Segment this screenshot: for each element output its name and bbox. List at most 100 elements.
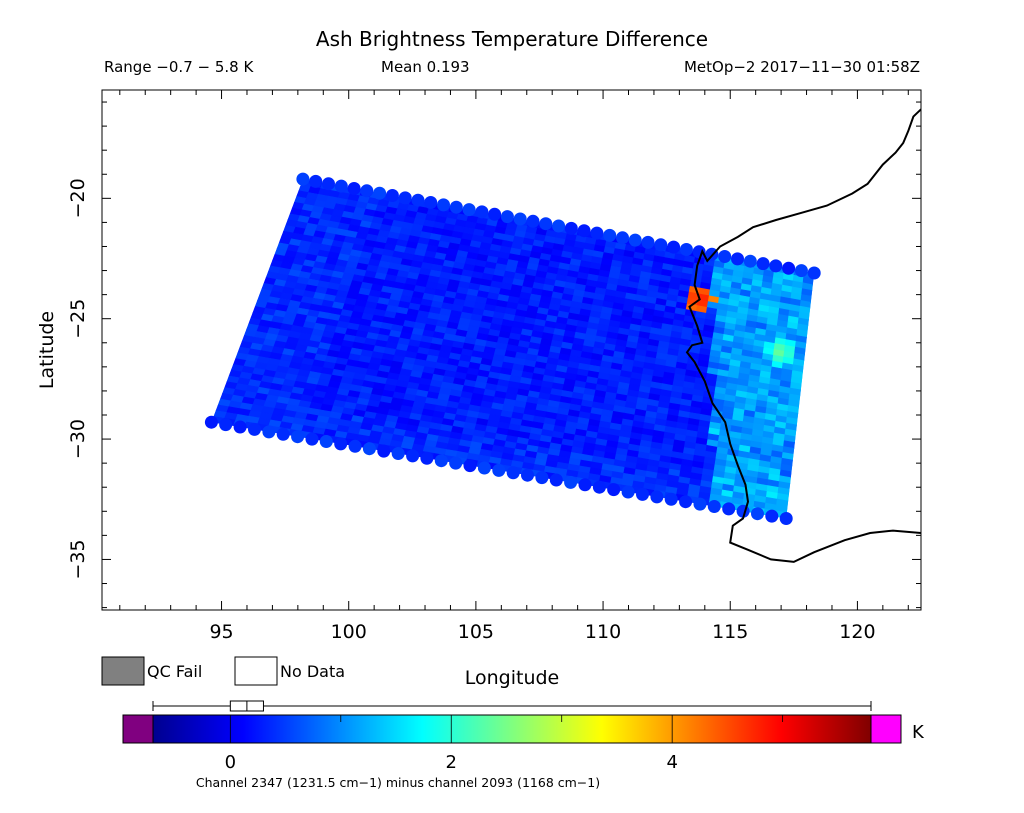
swath-edge-disc	[549, 473, 563, 487]
colorbar-unit: K	[912, 722, 925, 743]
x-tick-label: 115	[712, 621, 748, 643]
swath-edge-disc	[616, 231, 629, 245]
x-axis: 95 100 105 110 115 120	[119, 90, 909, 643]
swath-edge-disc	[756, 257, 770, 271]
swath-edge-disc	[679, 495, 693, 509]
swath-edge-disc	[590, 226, 604, 240]
x-tick-label: 110	[585, 621, 621, 643]
swath-edge-disc	[641, 235, 655, 249]
swath-edge-disc	[718, 250, 732, 263]
y-tick-label: −25	[67, 299, 89, 339]
swath-edge-disc	[779, 512, 793, 525]
swath-edge-disc	[305, 432, 319, 446]
swath-edge-disc	[420, 451, 434, 465]
y-axis: −20 −25 −30 −35	[67, 101, 921, 609]
swath-edge-disc	[434, 454, 448, 468]
swath-edge-disc	[309, 174, 323, 188]
swath-edge-disc	[462, 203, 476, 217]
swath-edge-disc	[751, 507, 764, 521]
swath-edge-disc	[552, 219, 566, 233]
distribution-boxplot	[152, 700, 872, 712]
swath-edge-disc	[743, 254, 757, 268]
swath-edge-disc	[707, 500, 721, 513]
swath-edge-disc	[693, 497, 707, 511]
swath-edge-disc	[492, 463, 506, 477]
swath-edge-disc	[526, 214, 540, 228]
swath-edge-disc	[233, 420, 247, 434]
swath-edge-disc	[769, 259, 783, 273]
swath-edge-disc	[488, 207, 502, 221]
swath-edge-disc	[807, 266, 821, 280]
swath-edge-disc	[377, 444, 391, 458]
x-tick-label: 105	[458, 621, 494, 643]
swath-edge-disc	[262, 425, 276, 439]
colorbar-over	[870, 714, 902, 744]
swath-edge-disc	[449, 200, 463, 214]
swath-edge-disc	[334, 179, 348, 193]
swath-edge-disc	[650, 490, 664, 504]
swath-edge-disc	[391, 447, 405, 460]
swath-edge-disc	[664, 492, 678, 506]
colorbar-ticks: 0 2 4	[225, 715, 784, 773]
swath-edge-disc	[722, 502, 736, 516]
swath-edge-disc	[506, 466, 520, 480]
swath-edge-disc	[248, 422, 261, 436]
swath-edge-disc	[564, 221, 578, 235]
swath-edge-disc	[373, 186, 387, 200]
x-tick-label: 95	[209, 621, 233, 643]
colorbar-tick-label: 4	[666, 752, 677, 773]
range-text: Range −0.7 − 5.8 K	[104, 58, 254, 76]
no-data-label: No Data	[280, 662, 345, 681]
colorbar	[152, 714, 872, 744]
y-axis-label: Latitude	[36, 311, 58, 389]
colorbar-tick-label: 0	[225, 752, 236, 773]
swath-edge-disc	[475, 205, 489, 219]
swath-edge-disc	[607, 483, 621, 497]
swath-edge-disc	[603, 228, 617, 242]
swath-edge-disc	[794, 264, 808, 278]
swath-edge-disc	[424, 196, 438, 209]
swath-edge-disc	[765, 509, 779, 523]
swath-edge-disc	[636, 487, 649, 501]
swath-edge-disc	[362, 442, 376, 456]
swath-edge-disc	[463, 459, 477, 473]
x-axis-label: Longitude	[465, 667, 560, 689]
qc-fail-label: QC Fail	[147, 662, 202, 681]
swath-edge-disc	[521, 468, 534, 482]
swath-edge	[204, 172, 821, 525]
swath-edge-disc	[334, 437, 348, 451]
swath-edge-disc	[539, 217, 553, 231]
swath-edge-disc	[692, 245, 706, 259]
colorbar-caption: Channel 2347 (1231.5 cm−1) minus channel…	[196, 775, 600, 790]
swath-edge-disc	[385, 189, 399, 202]
swath-edge-disc	[621, 485, 635, 499]
swath-edge-disc	[628, 233, 642, 247]
swath-edge-disc	[577, 224, 591, 238]
colorbar-under	[122, 714, 154, 744]
x-tick-label: 120	[839, 621, 875, 643]
mean-text: Mean 0.193	[381, 58, 470, 76]
swath-edge-disc	[679, 243, 693, 256]
chart-title: Ash Brightness Temperature Difference	[316, 27, 708, 51]
swath-edge-disc	[437, 198, 450, 212]
swath-edge-disc	[782, 261, 796, 275]
swath-edge-disc	[654, 238, 668, 252]
y-tick-label: −20	[67, 178, 89, 218]
swath-edge-disc	[276, 427, 290, 441]
colorbar-tick-label: 2	[446, 752, 457, 773]
coastline	[685, 108, 921, 563]
swath-edge-disc	[535, 471, 549, 485]
swath-edge-disc	[449, 456, 463, 470]
swath-edge-disc	[592, 480, 606, 494]
swath-edge-disc	[731, 252, 744, 266]
x-tick-label: 100	[331, 621, 367, 643]
swath-edge-disc	[411, 193, 425, 207]
swath-edge-disc	[398, 191, 412, 205]
swath-edge-disc	[347, 182, 361, 195]
qc-fail-swatch	[101, 656, 145, 686]
swath-edge-disc	[219, 418, 233, 432]
swath-edge-disc	[204, 415, 218, 429]
satellite-datetime: MetOp−2 2017−11−30 01:58Z	[684, 58, 920, 76]
swath-edge-disc	[319, 435, 333, 448]
